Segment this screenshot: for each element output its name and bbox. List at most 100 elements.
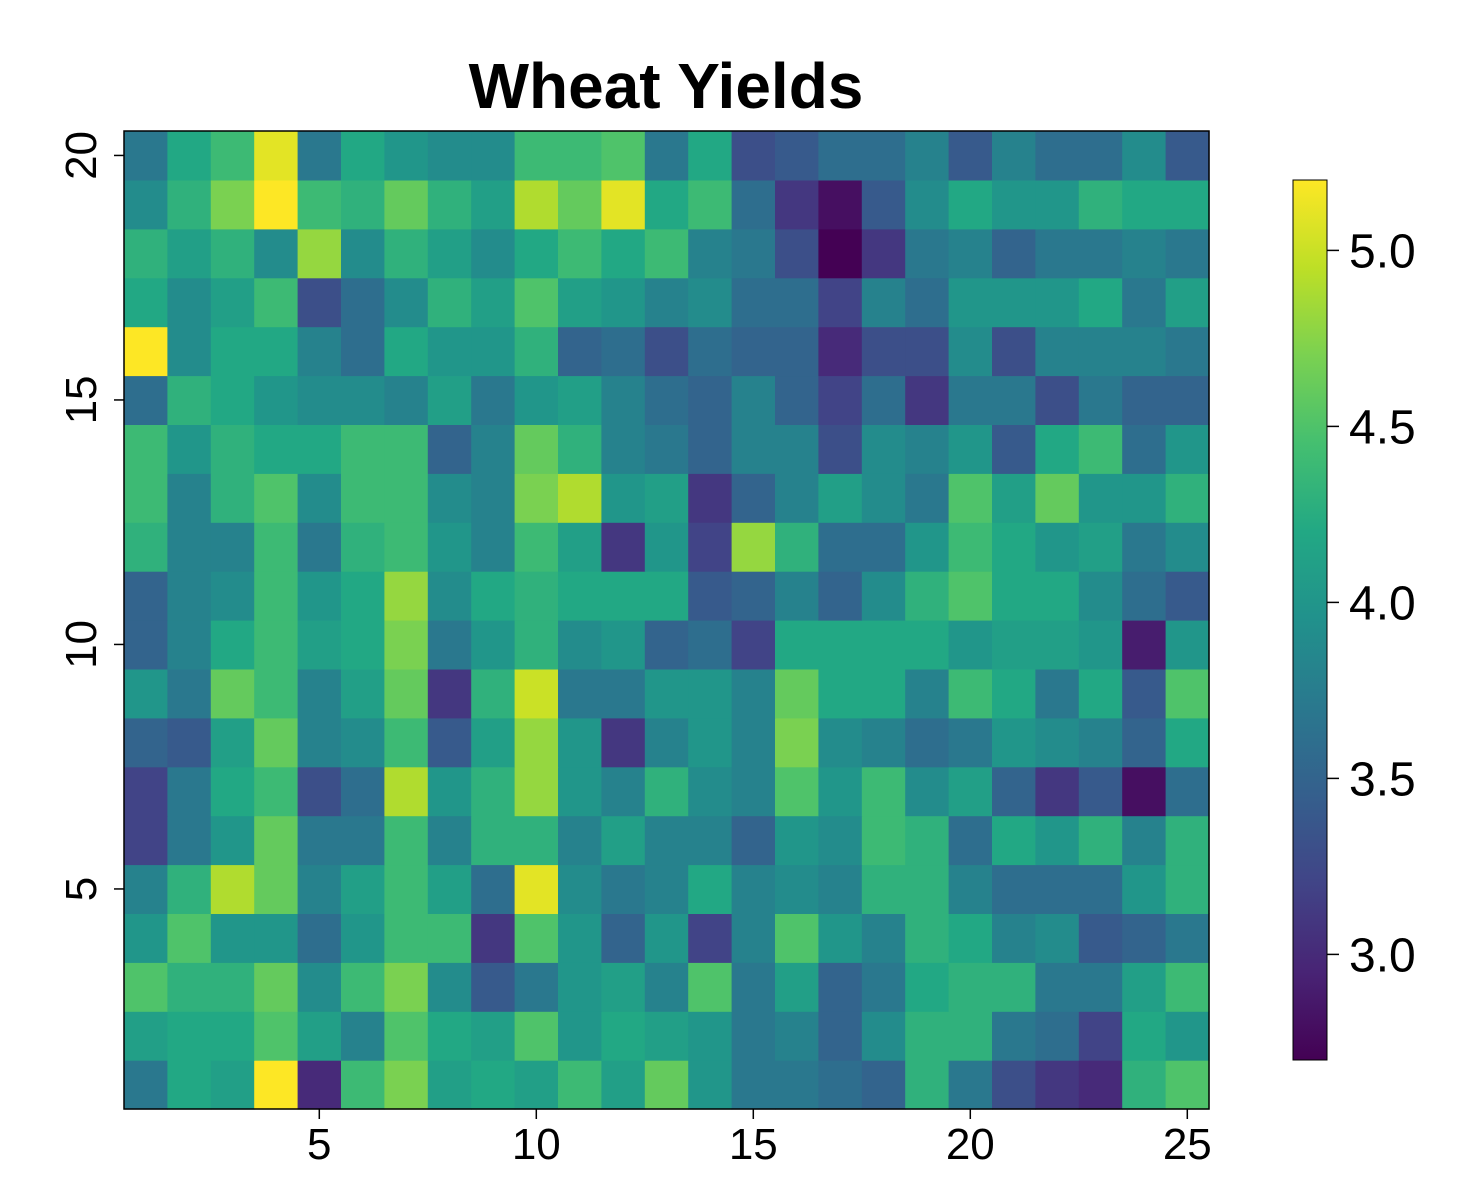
heatmap-cell-18-11 [861,571,906,621]
heatmap-cell-6-13 [341,473,385,523]
heatmap-cell-3-6 [210,815,255,866]
heatmap-cell-4-1 [254,1060,299,1110]
heatmap-cell-6-9 [341,668,385,719]
heatmap-cell-7-5 [384,864,429,914]
heatmap-cell-1-10 [124,620,168,670]
heatmap-cell-24-2 [1122,1011,1167,1061]
heatmap-cell-2-3 [167,962,212,1012]
heatmap-cell-18-5 [861,864,906,914]
heatmap-cell-17-3 [818,962,863,1012]
heatmap-cell-12-11 [601,571,646,621]
heatmap-cell-21-11 [992,571,1036,621]
heatmap-cell-3-13 [210,473,255,523]
heatmap-cell-24-14 [1122,424,1167,474]
colorbar-gradient [1292,179,1328,1061]
heatmap-cell-25-11 [1165,571,1210,621]
heatmap-cell-8-5 [427,864,472,914]
heatmap-cell-25-9 [1165,668,1210,719]
heatmap-cell-10-19 [514,179,559,230]
heatmap-cell-8-13 [427,473,472,523]
heatmap-cell-20-17 [948,277,993,328]
heatmap-cell-24-13 [1122,473,1167,523]
heatmap-cell-12-12 [601,522,646,572]
heatmap-cell-11-6 [558,815,602,866]
y-tick-label: 20 [57,131,106,180]
heatmap-cell-2-1 [167,1060,212,1110]
heatmap-cell-6-12 [341,522,385,572]
heatmap-cell-8-8 [427,717,472,768]
heatmap-cell-4-3 [254,962,299,1012]
x-tick-label: 10 [512,1120,561,1169]
heatmap-cell-19-18 [905,228,950,279]
heatmap-cell-6-3 [341,962,385,1012]
heatmap-cell-12-13 [601,473,646,523]
heatmap-cell-3-12 [210,522,255,572]
heatmap-cell-2-17 [167,277,212,328]
heatmap-cell-24-16 [1122,326,1167,377]
heatmap-cell-18-1 [861,1060,906,1110]
heatmap-cell-9-3 [471,962,516,1012]
plot-border [123,130,1210,1110]
heatmap-cell-9-18 [471,228,516,279]
heatmap-cell-24-9 [1122,668,1167,719]
heatmap-cell-11-17 [558,277,602,328]
heatmap-cell-9-6 [471,815,516,866]
heatmap-cell-21-9 [992,668,1036,719]
heatmap-cell-23-20 [1078,131,1123,181]
heatmap-cell-24-7 [1122,766,1167,817]
heatmap-cell-19-3 [905,962,950,1012]
heatmap-cell-10-15 [514,375,559,425]
heatmap-cell-24-12 [1122,522,1167,572]
heatmap-cell-14-19 [688,179,733,230]
heatmap-cell-2-9 [167,668,212,719]
heatmap-cell-20-10 [948,620,993,670]
heatmap-cell-23-17 [1078,277,1123,328]
heatmap-cell-1-12 [124,522,168,572]
heatmap-cell-21-13 [992,473,1036,523]
heatmap-cell-1-6 [124,815,168,866]
heatmap-cell-14-13 [688,473,733,523]
heatmap-cell-3-20 [210,131,255,181]
heatmap-cell-1-16 [124,326,168,377]
colorbar-tick-label: 3.0 [1349,929,1416,982]
heatmap-cell-23-16 [1078,326,1123,377]
heatmap-cell-2-8 [167,717,212,768]
heatmap-cell-24-4 [1122,913,1167,963]
heatmap-cell-25-12 [1165,522,1210,572]
heatmap-cell-8-3 [427,962,472,1012]
y-tick-label: 10 [57,620,106,669]
heatmap-cell-11-12 [558,522,602,572]
heatmap-cell-4-2 [254,1011,299,1061]
heatmap-cell-1-3 [124,962,168,1012]
heatmap-cell-5-16 [297,326,342,377]
heatmap-cell-23-15 [1078,375,1123,425]
heatmap-cell-11-9 [558,668,602,719]
heatmap-cell-14-16 [688,326,733,377]
heatmap-cell-14-11 [688,571,733,621]
heatmap-cell-12-17 [601,277,646,328]
heatmap-cell-15-1 [731,1060,776,1110]
heatmap-cell-8-16 [427,326,472,377]
heatmap-cell-13-10 [644,620,689,670]
heatmap-cell-11-3 [558,962,602,1012]
heatmap-cell-10-18 [514,228,559,279]
heatmap-cell-18-9 [861,668,906,719]
colorbar-tick-label: 3.5 [1349,753,1416,806]
heatmap-cell-22-5 [1035,864,1080,914]
heatmap-cell-6-7 [341,766,385,817]
heatmap-cell-10-16 [514,326,559,377]
heatmap-cell-12-20 [601,131,646,181]
heatmap-cell-8-14 [427,424,472,474]
heatmap-cell-6-4 [341,913,385,963]
heatmap-cell-12-7 [601,766,646,817]
heatmap-cell-25-20 [1165,131,1210,181]
heatmap-cell-6-6 [341,815,385,866]
heatmap-cell-18-19 [861,179,906,230]
heatmap-cell-5-15 [297,375,342,425]
heatmap-cell-22-15 [1035,375,1080,425]
heatmap-cell-20-16 [948,326,993,377]
x-tick-label: 25 [1163,1120,1212,1169]
x-axis: 5 10 15 20 25 [307,1109,1212,1169]
heatmap-cell-3-10 [210,620,255,670]
